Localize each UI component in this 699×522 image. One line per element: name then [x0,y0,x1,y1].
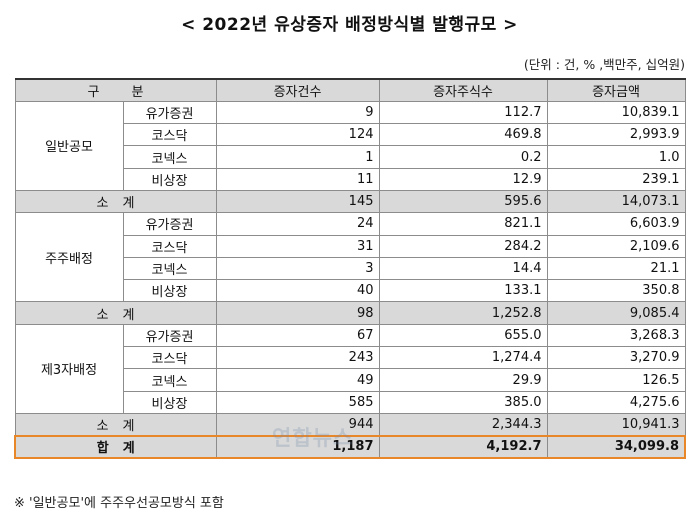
amount-cell: 2,109.6 [546,234,686,258]
issuance-table: 구 분 증자건수 증자주식수 증자금액 일반공모 유가증권 9 112.7 10… [14,77,686,460]
shares-cell: 469.8 [378,123,548,147]
market-cell: 코스닥 [122,123,217,147]
subtotal-label: 소계 [14,301,217,325]
category-cell: 주주배정 [14,212,124,303]
subtotal-count: 944 [215,412,380,437]
total-shares: 4,192.7 [378,434,548,460]
market-cell: 코넥스 [122,256,217,281]
amount-cell: 6,603.9 [546,212,686,236]
subtotal-amount: 9,085.4 [546,301,686,325]
total-count: 1,187 [215,434,380,460]
subtotal-shares: 1,252.8 [378,301,548,325]
amount-cell: 239.1 [546,167,686,191]
header-amount: 증자금액 [546,77,686,102]
category-cell: 일반공모 [14,100,124,191]
market-cell: 코넥스 [122,368,217,392]
footnote: ※ '일반공모'에 주주우선공모방식 포함 [14,496,224,511]
total-row: 합계 1,187 4,192.7 34,099.8 [14,434,686,460]
table-header-row: 구 분 증자건수 증자주식수 증자금액 [14,77,686,102]
table-row: 비상장 40 133.1 350.8 [15,279,686,303]
table-row: 비상장 11 12.9 239.1 [15,167,686,191]
amount-cell: 350.8 [546,279,686,303]
subtotal-row: 소계 944 2,344.3 10,941.3 [14,412,686,437]
count-cell: 67 [215,323,380,348]
market-cell: 비상장 [122,390,217,414]
subtotal-row: 소계 145 595.6 14,073.1 [14,189,686,214]
unit-note: (단위 : 건, % ,백만주, 십억원) [523,57,685,72]
table-row: 주주배정 유가증권 24 821.1 6,603.9 [14,212,686,303]
market-cell: 유가증권 [122,323,217,348]
table-row: 일반공모 유가증권 9 112.7 10,839.1 [14,100,686,191]
market-cell: 비상장 [122,167,217,191]
count-cell: 585 [215,390,380,414]
category-cell: 제3자배정 [14,323,124,414]
subtotal-label: 소계 [14,412,217,437]
count-cell: 124 [215,123,380,147]
market-cell: 코스닥 [122,234,217,258]
shares-cell: 29.9 [378,368,548,392]
shares-cell: 821.1 [378,212,548,236]
table-row: 코넥스 49 29.9 126.5 [15,368,686,392]
header-count: 증자건수 [215,77,380,102]
count-cell: 243 [215,346,380,370]
page-title: < 2022년 유상증자 배정방식별 발행규모 > [181,15,518,35]
subtotal-shares: 595.6 [378,189,548,214]
count-cell: 40 [215,279,380,303]
amount-cell: 21.1 [546,256,686,281]
count-cell: 11 [215,167,380,191]
table-row: 제3자배정 유가증권 67 655.0 3,268.3 [14,323,686,414]
shares-cell: 1,274.4 [378,346,548,370]
header-shares: 증자주식수 [378,77,548,102]
amount-cell: 3,270.9 [546,346,686,370]
amount-cell: 3,268.3 [546,323,686,348]
market-cell: 비상장 [122,279,217,303]
subtotal-row: 소계 98 1,252.8 9,085.4 [14,301,686,325]
count-cell: 49 [215,368,380,392]
total-label: 합계 [14,434,217,460]
subtotal-amount: 14,073.1 [546,189,686,214]
subtotal-amount: 10,941.3 [546,412,686,437]
amount-cell: 2,993.9 [546,123,686,147]
amount-cell: 1.0 [546,145,686,169]
amount-cell: 10,839.1 [546,100,686,125]
shares-cell: 133.1 [378,279,548,303]
subtotal-count: 98 [215,301,380,325]
total-amount: 34,099.8 [546,434,686,460]
shares-cell: 284.2 [378,234,548,258]
count-cell: 24 [215,212,380,236]
count-cell: 3 [215,256,380,281]
market-cell: 코넥스 [122,145,217,169]
subtotal-label: 소계 [14,189,217,214]
market-cell: 유가증권 [122,100,217,125]
shares-cell: 112.7 [378,100,548,125]
shares-cell: 12.9 [378,167,548,191]
count-cell: 1 [215,145,380,169]
market-cell: 코스닥 [122,346,217,370]
count-cell: 31 [215,234,380,258]
amount-cell: 4,275.6 [546,390,686,414]
subtotal-shares: 2,344.3 [378,412,548,437]
subtotal-count: 145 [215,189,380,214]
shares-cell: 385.0 [378,390,548,414]
amount-cell: 126.5 [546,368,686,392]
table-row: 코넥스 3 14.4 21.1 [15,256,686,281]
count-cell: 9 [215,100,380,125]
table-row: 코넥스 1 0.2 1.0 [15,145,686,169]
header-category: 구 분 [14,77,217,102]
market-cell: 유가증권 [122,212,217,236]
shares-cell: 655.0 [378,323,548,348]
shares-cell: 14.4 [378,256,548,281]
shares-cell: 0.2 [378,145,548,169]
